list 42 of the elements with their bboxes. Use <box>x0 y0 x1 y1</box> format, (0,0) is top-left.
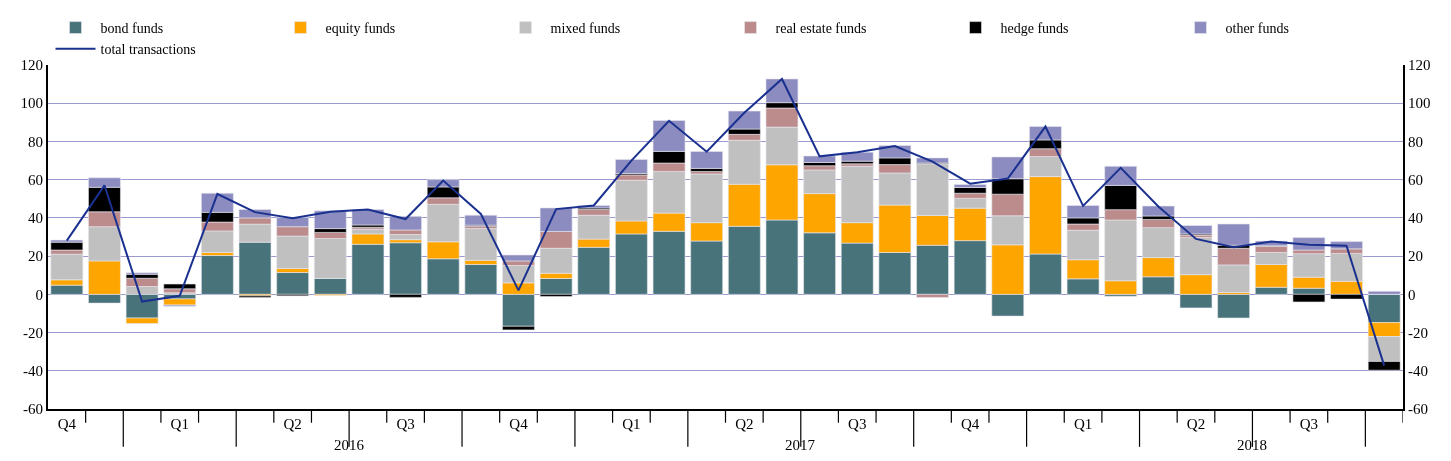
y2-tick-label: -60 <box>1408 401 1428 418</box>
legend-label: other funds <box>1225 21 1289 37</box>
y2-tick-label: 120 <box>1408 57 1431 74</box>
x-tick-label: Q2 <box>283 416 302 432</box>
y2-tick-label: 80 <box>1408 133 1423 150</box>
x-tick-label: Q1 <box>622 416 641 432</box>
legend-label: equity funds <box>325 21 396 37</box>
x-tick-label: Q4 <box>509 416 529 432</box>
legend-label: mixed funds <box>550 21 621 37</box>
text: 2017 <box>785 437 816 453</box>
x-tick-label: Q3 <box>1299 416 1319 432</box>
y-tick-label: 0 <box>35 286 43 303</box>
y2-tick-label: 60 <box>1408 171 1423 188</box>
y-tick-label: 100 <box>20 95 43 112</box>
y2-tick-label: -20 <box>1408 324 1428 341</box>
text: 2016 <box>334 437 365 453</box>
y-tick-label: -60 <box>23 401 43 418</box>
legend-label: real estate funds <box>775 21 867 37</box>
y2-tick-label: 20 <box>1408 248 1423 265</box>
y2-tick-label: 40 <box>1408 210 1423 227</box>
x-tick-label: Q1 <box>170 416 189 432</box>
y2-tick-label: -40 <box>1408 363 1428 380</box>
y-tick-label: 120 <box>20 57 43 74</box>
x-tick-label: Q3 <box>848 416 867 432</box>
x-tick-label: Q1 <box>1073 416 1093 432</box>
y-tick-label: 40 <box>28 210 43 227</box>
y-tick-label: -20 <box>23 324 43 341</box>
text: 2018 <box>1237 437 1267 453</box>
y-tick-label: 60 <box>28 171 43 188</box>
x-tick-label: Q2 <box>735 416 754 432</box>
y-tick-label: 80 <box>28 133 43 150</box>
y-tick-label: 20 <box>28 248 43 265</box>
legend-label: bond funds <box>100 21 164 37</box>
x-tick-label: Q4 <box>57 416 77 432</box>
y2-tick-label: 100 <box>1408 95 1431 112</box>
y2-tick-label: 0 <box>1408 286 1416 303</box>
x-tick-label: Q2 <box>1186 416 1206 432</box>
x-tick-label: Q4 <box>960 416 980 432</box>
legend-label: hedge funds <box>1000 21 1069 37</box>
x-tick-label: Q3 <box>396 416 415 432</box>
legend-label: total transactions <box>100 42 196 58</box>
y-tick-label: -40 <box>23 363 43 380</box>
